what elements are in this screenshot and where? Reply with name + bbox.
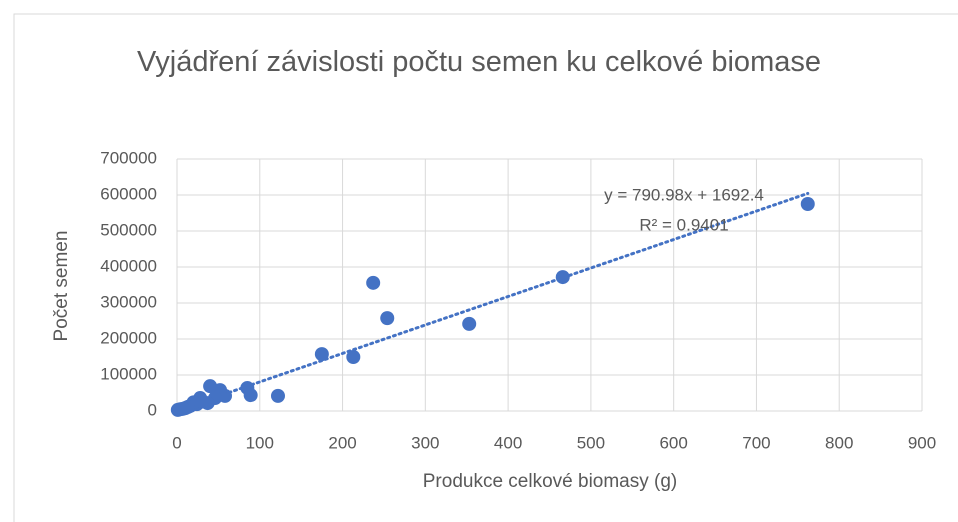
trendline-r2: R² = 0.9401 <box>639 215 728 234</box>
y-tick-label: 500000 <box>100 220 157 239</box>
point <box>462 316 477 331</box>
y-tick-label: 700000 <box>100 148 157 167</box>
x-tick-label: 100 <box>246 433 274 452</box>
chart-border <box>13 13 958 522</box>
point <box>555 270 570 285</box>
point <box>270 388 285 403</box>
point <box>203 379 218 394</box>
x-tick-label: 500 <box>577 433 605 452</box>
y-tick-label: 400000 <box>100 256 157 275</box>
x-tick-label: 700 <box>742 433 770 452</box>
trendline <box>176 191 810 412</box>
y-tick-label: 100000 <box>100 364 157 383</box>
x-tick-label: 800 <box>825 433 853 452</box>
point <box>800 197 815 211</box>
y-tick-label: 600000 <box>100 184 157 203</box>
point <box>314 347 329 362</box>
x-tick-label: 200 <box>328 433 356 452</box>
y-tick-label: 300000 <box>100 292 157 311</box>
point <box>380 311 395 326</box>
point <box>346 350 361 364</box>
y-tick-label: 0 <box>148 400 157 419</box>
x-axis-label: Produkce celkové biomasy (g) <box>423 471 678 492</box>
x-tick-label: 900 <box>908 433 936 452</box>
x-tick-label: 0 <box>172 433 181 452</box>
x-tick-label: 300 <box>411 433 439 452</box>
trendline-equation: y = 790.98x + 1692.4 <box>604 185 764 204</box>
point <box>366 275 381 290</box>
y-tick-label: 200000 <box>100 328 157 347</box>
x-tick-label: 600 <box>659 433 687 452</box>
y-axis-label: Počet semen <box>51 231 72 342</box>
point <box>175 401 190 416</box>
point <box>240 380 255 395</box>
chart-title: Vyjádření závislosti počtu semen ku celk… <box>137 46 821 78</box>
x-tick-label: 400 <box>494 433 522 452</box>
